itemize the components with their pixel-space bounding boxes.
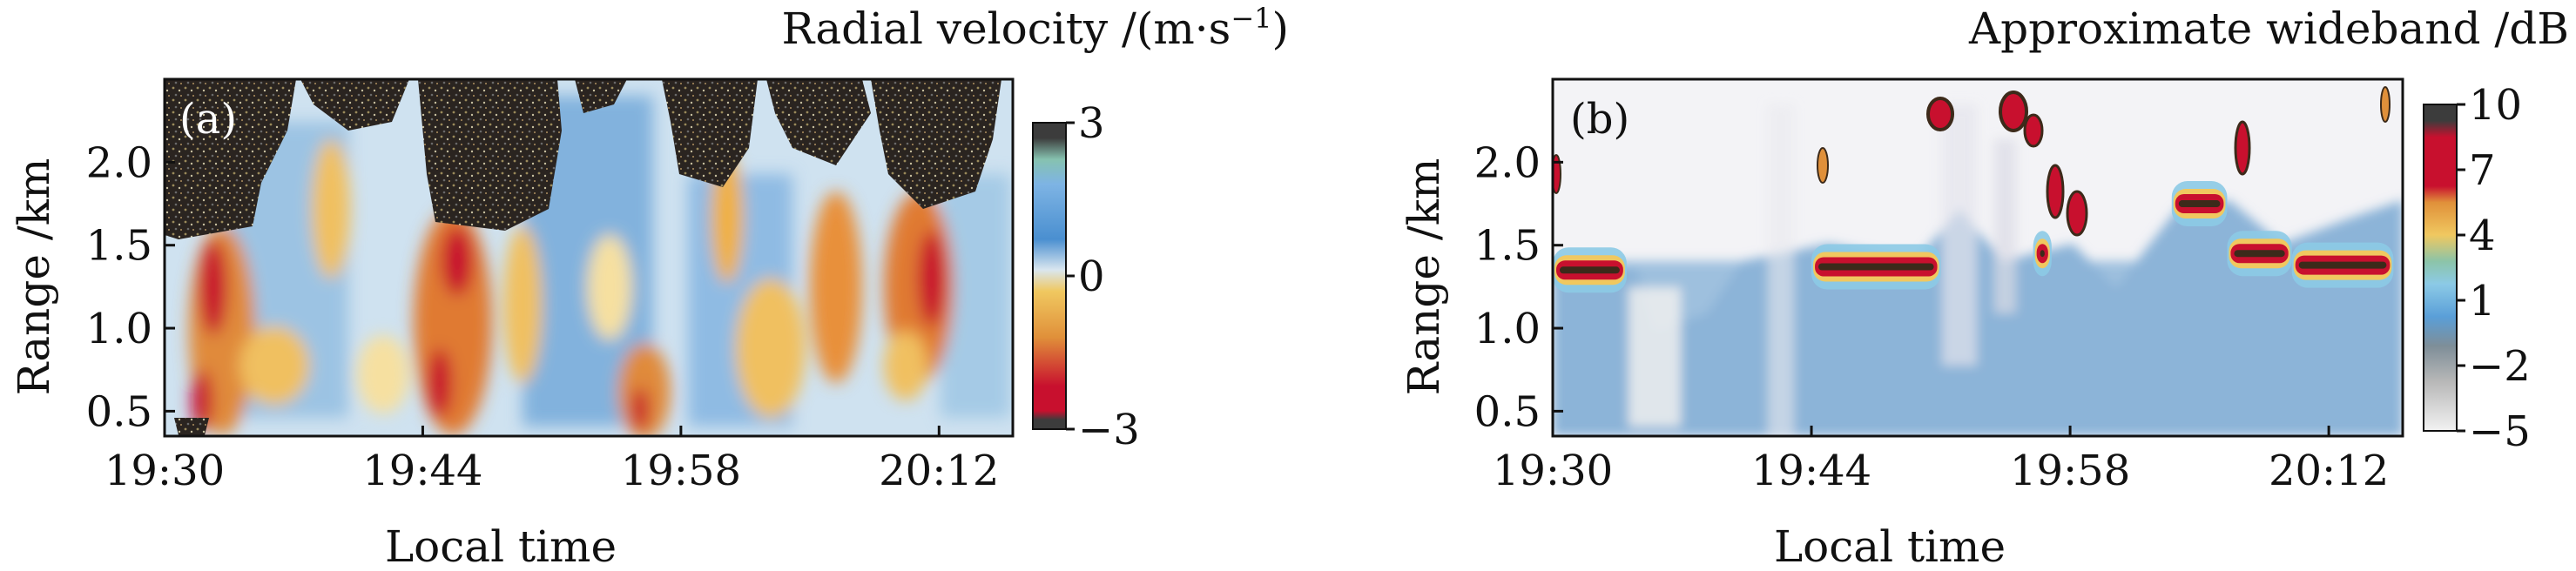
panel-b-colorbar-ticks: 10 7 4 1 −2 −5 xyxy=(2457,81,2531,456)
x-tick-label: 20:12 xyxy=(879,447,999,495)
panel-a-velocity-field xyxy=(189,96,1010,436)
x-tick-label: 20:12 xyxy=(2269,447,2389,495)
panel-a-colorbar-title: Radial velocity /(m·s−1) xyxy=(782,2,1289,54)
colorbar-tick-label: −2 xyxy=(2469,342,2531,391)
cloud-base-core xyxy=(2298,261,2387,269)
x-tick-label: 19:30 xyxy=(105,447,225,495)
panel-b: 0.5 1.0 1.5 2.0 19:30 19:44 19:58 20:12 (b) Lo… xyxy=(1399,3,2569,571)
panel-b-y-axis: 0.5 1.0 1.5 2.0 xyxy=(1474,138,1563,436)
y-tick-label: 1.0 xyxy=(1474,305,1541,353)
cloud-base-core xyxy=(1560,266,1620,274)
cloud-base-core xyxy=(2178,200,2221,208)
panel-b-elevated-echoes xyxy=(1553,86,2391,237)
panel-a: 0.5 1.0 1.5 2.0 19:30 19:44 19:58 20:12 (a) Lo… xyxy=(9,2,1289,571)
cloud-base-core xyxy=(1818,263,1934,271)
y-tick-label: 1.0 xyxy=(86,305,152,353)
colorbar-tick-label: 4 xyxy=(2469,212,2496,260)
panel-b-colorbar xyxy=(2423,104,2458,432)
cloud-base-core xyxy=(2040,250,2045,258)
panel-a-y-axis: 0.5 1.0 1.5 2.0 xyxy=(86,138,175,436)
y-tick-label: 1.5 xyxy=(1474,222,1541,271)
panel-b-frame xyxy=(1551,77,2404,438)
x-tick-label: 19:58 xyxy=(621,447,741,495)
cloud-base-core xyxy=(2234,250,2285,258)
x-tick-label: 19:30 xyxy=(1493,447,1613,495)
colorbar-tick-label: −5 xyxy=(2469,407,2531,456)
colorbar-tick-label: 1 xyxy=(2469,277,2496,326)
panel-a-y-label: Range /km xyxy=(9,158,59,396)
colorbar-tick-label: 7 xyxy=(2469,146,2496,195)
x-tick-label: 19:44 xyxy=(362,447,482,495)
y-tick-label: 2.0 xyxy=(86,138,152,187)
y-tick-label: 1.5 xyxy=(86,222,152,271)
x-tick-label: 19:58 xyxy=(2010,447,2130,495)
panel-b-colorbar-title: Approximate wideband /dB xyxy=(1968,3,2569,54)
panel-a-noise-regions xyxy=(165,79,1001,435)
panel-a-frame xyxy=(163,77,1015,438)
colorbar-tick-label: −3 xyxy=(1078,406,1140,454)
x-tick-label: 19:44 xyxy=(1751,447,1871,495)
panel-a-x-axis: 19:30 19:44 19:58 20:12 xyxy=(105,426,999,495)
colorbar-tick-label: 3 xyxy=(1078,99,1105,148)
panel-a-heatmap xyxy=(165,79,1013,436)
panel-b-cloud-base-layers xyxy=(1553,181,2394,293)
panel-b-label: (b) xyxy=(1570,95,1629,144)
panel-a-label: (a) xyxy=(179,95,237,144)
panel-b-x-label: Local time xyxy=(1774,521,2006,571)
y-tick-label: 0.5 xyxy=(86,387,152,436)
panel-a-colorbar xyxy=(1032,122,1067,430)
colorbar-tick-label: 10 xyxy=(2469,81,2522,130)
y-tick-label: 2.0 xyxy=(1474,138,1541,187)
panel-b-y-label: Range /km xyxy=(1399,158,1449,396)
panel-a-x-label: Local time xyxy=(385,521,617,571)
y-tick-label: 0.5 xyxy=(1474,387,1541,436)
panel-a-colorbar-ticks: 3 0 −3 xyxy=(1066,99,1140,454)
colorbar-tick-label: 0 xyxy=(1078,252,1105,301)
panel-b-heatmap xyxy=(1553,79,2403,436)
panel-b-x-axis: 19:30 19:44 19:58 20:12 xyxy=(1493,426,2389,495)
panel-b-signal-field xyxy=(1553,104,2403,436)
